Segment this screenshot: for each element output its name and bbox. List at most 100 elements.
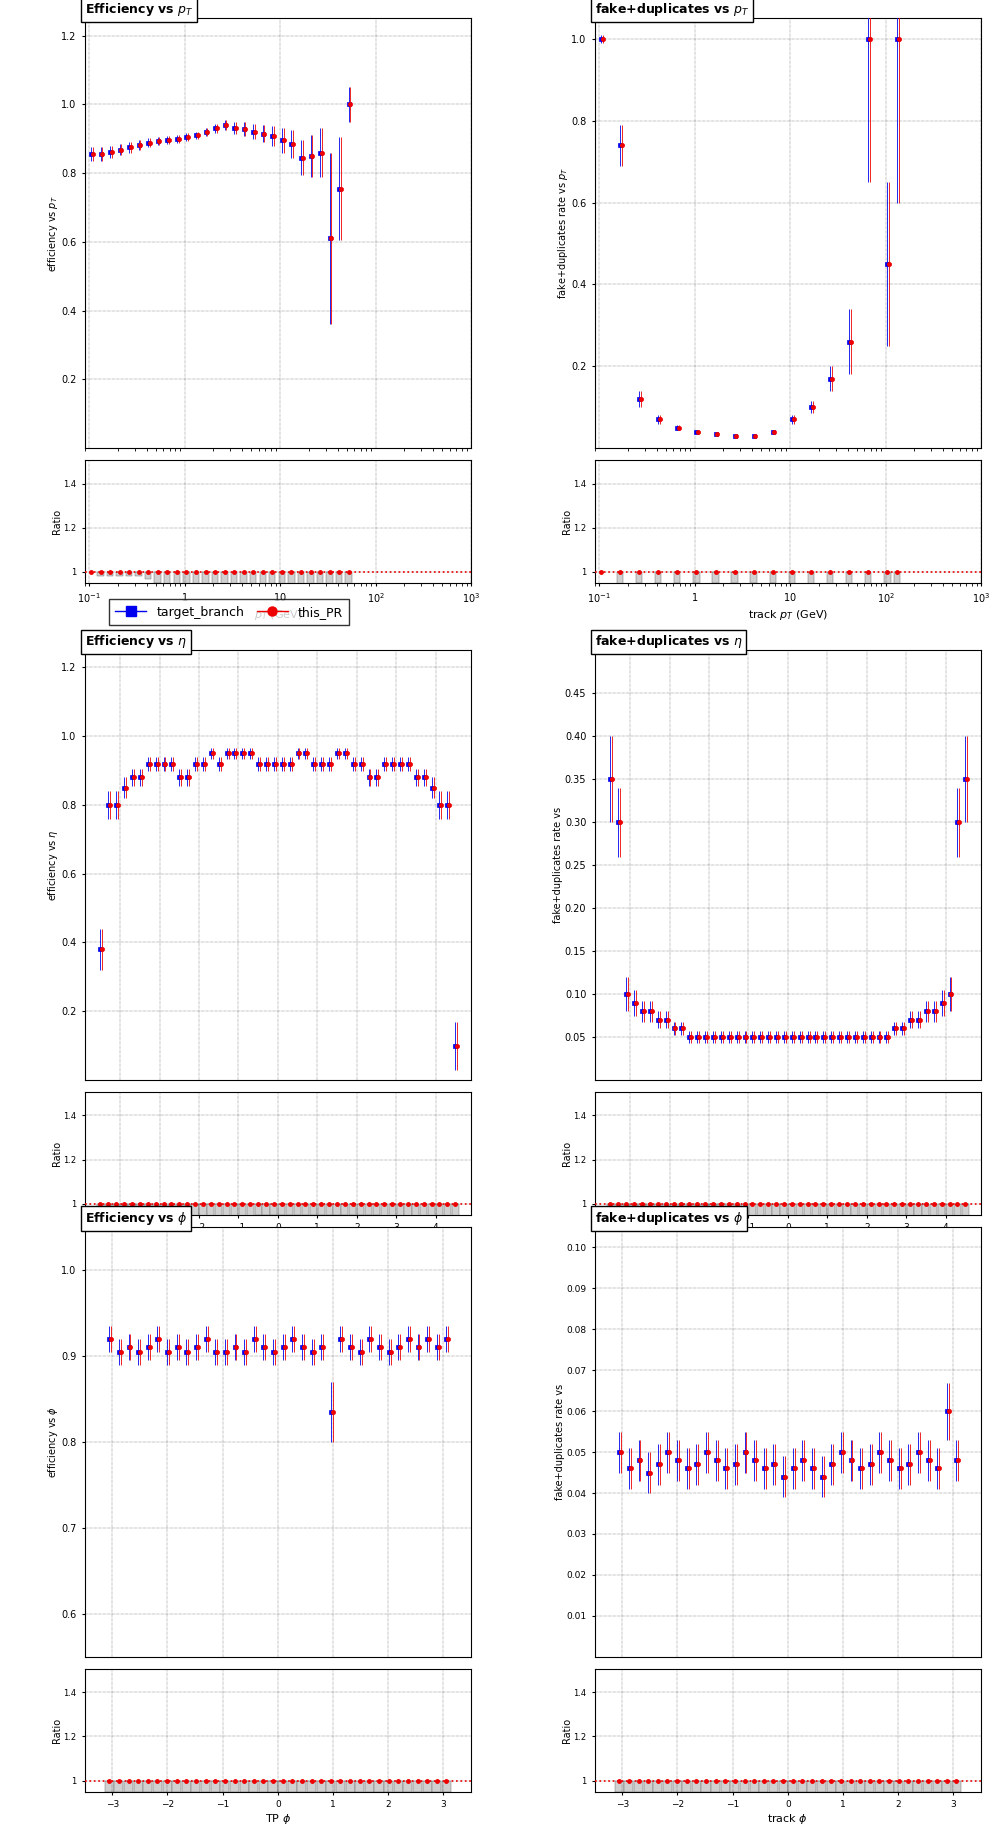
Bar (654, 1204, 661, 1426)
Legend: target_branch, this_PR: target_branch, this_PR (109, 598, 350, 624)
X-axis label: track $\phi$: track $\phi$ (768, 1812, 809, 1825)
Y-axis label: Ratio: Ratio (562, 1718, 572, 1744)
Bar (183, 573, 189, 598)
Y-axis label: Ratio: Ratio (52, 1718, 62, 1744)
Bar (788, 1204, 796, 1426)
Bar (412, 1204, 419, 1226)
Bar (231, 1204, 238, 1221)
Bar (662, 1204, 669, 1426)
Bar (221, 573, 228, 617)
Bar (701, 1204, 708, 1426)
Bar (789, 573, 795, 587)
Bar (396, 1204, 403, 1221)
Bar (670, 1204, 677, 1426)
Bar (240, 1781, 249, 1792)
Bar (152, 1781, 162, 1792)
Bar (260, 573, 266, 643)
Bar (798, 1781, 807, 1792)
Bar (866, 1781, 874, 1792)
Bar (884, 573, 890, 748)
Bar (874, 1204, 882, 1426)
Bar (428, 1204, 435, 1230)
Bar (769, 1781, 778, 1792)
Bar (750, 573, 757, 584)
Y-axis label: fake+duplicates rate vs: fake+duplicates rate vs (554, 807, 564, 924)
Bar (765, 1204, 772, 1426)
Bar (249, 1781, 258, 1792)
Bar (263, 1204, 270, 1215)
Bar (894, 1781, 903, 1792)
Bar (318, 1204, 325, 1215)
Bar (678, 1204, 685, 1426)
Bar (804, 1204, 811, 1426)
Bar (115, 1781, 124, 1792)
Bar (779, 1781, 788, 1792)
Bar (358, 1204, 365, 1215)
Bar (682, 1781, 691, 1792)
Bar (922, 1204, 929, 1426)
Bar (374, 1781, 383, 1792)
Bar (693, 1204, 701, 1426)
X-axis label: track $\eta$: track $\eta$ (768, 1236, 808, 1249)
Bar (420, 1204, 427, 1228)
Bar (278, 1781, 287, 1792)
Bar (757, 1204, 764, 1426)
Bar (685, 1204, 693, 1426)
Text: fake+duplicates vs $p_T$: fake+duplicates vs $p_T$ (595, 2, 749, 18)
Bar (890, 1204, 897, 1426)
Bar (808, 1781, 817, 1792)
Bar (844, 1204, 851, 1426)
Bar (846, 573, 853, 628)
Bar (898, 1204, 905, 1426)
Bar (759, 1781, 768, 1792)
Bar (215, 1204, 222, 1226)
Bar (403, 1781, 412, 1792)
Bar (191, 1781, 200, 1792)
Bar (231, 573, 237, 621)
Bar (327, 573, 333, 792)
Bar (144, 1204, 151, 1217)
Bar (693, 573, 699, 584)
Bar (730, 1781, 739, 1792)
Bar (223, 1204, 230, 1225)
Bar (749, 1204, 756, 1426)
Bar (125, 573, 132, 576)
Bar (172, 1781, 181, 1792)
Bar (346, 1781, 355, 1792)
Bar (624, 1781, 633, 1792)
Bar (913, 1781, 922, 1792)
Bar (932, 1781, 942, 1792)
Bar (638, 1204, 645, 1426)
Bar (622, 1204, 629, 1426)
Bar (436, 1204, 443, 1232)
Bar (128, 1204, 135, 1215)
Bar (342, 1204, 349, 1215)
Bar (663, 1781, 672, 1792)
Bar (773, 1204, 780, 1426)
Bar (317, 573, 324, 748)
Bar (393, 1781, 402, 1792)
Bar (740, 1781, 749, 1792)
Bar (143, 1781, 152, 1792)
Bar (308, 573, 314, 728)
Bar (286, 1204, 293, 1215)
Bar (635, 573, 642, 584)
Bar (97, 1204, 104, 1215)
Bar (721, 1781, 730, 1792)
Y-axis label: Ratio: Ratio (562, 1141, 572, 1165)
Bar (812, 1204, 819, 1426)
Bar (105, 1781, 114, 1792)
Bar (269, 1781, 278, 1792)
Bar (725, 1204, 732, 1426)
Bar (269, 573, 276, 652)
Bar (279, 573, 285, 665)
Bar (634, 1781, 643, 1792)
Bar (655, 573, 661, 584)
Bar (288, 1781, 297, 1792)
Bar (350, 1204, 357, 1215)
Bar (444, 1204, 451, 1236)
Bar (380, 1204, 387, 1217)
Bar (201, 1781, 210, 1792)
Bar (124, 1781, 133, 1792)
Text: fake+duplicates vs $\phi$: fake+duplicates vs $\phi$ (595, 1210, 743, 1226)
